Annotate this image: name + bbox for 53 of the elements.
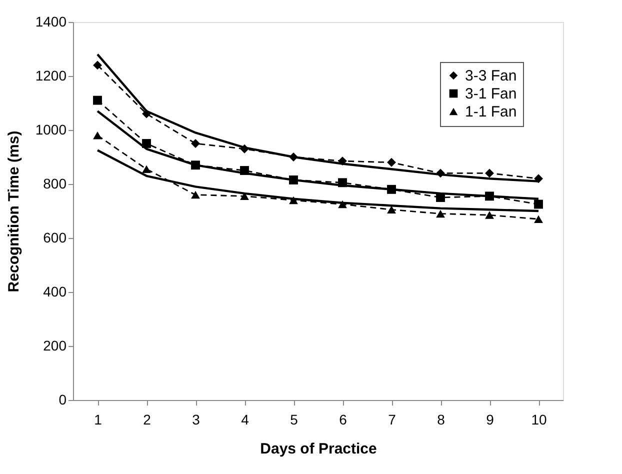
point bbox=[338, 178, 347, 188]
point bbox=[142, 139, 151, 148]
x-tick-label: 5 bbox=[290, 412, 298, 428]
point bbox=[387, 206, 396, 214]
point bbox=[436, 193, 445, 202]
point bbox=[240, 192, 249, 200]
point bbox=[191, 190, 200, 199]
y-tick-label: 400 bbox=[43, 284, 67, 300]
point bbox=[240, 144, 249, 154]
point bbox=[93, 60, 102, 70]
y-axis-title: Recognition Time (ms) bbox=[5, 130, 22, 292]
x-tick-label: 7 bbox=[388, 412, 396, 428]
x-tick-label: 1 bbox=[94, 412, 102, 428]
x-tick-label: 3 bbox=[192, 412, 200, 428]
y-tick-label: 1400 bbox=[35, 14, 67, 30]
legend-label: 3-3 Fan bbox=[465, 68, 517, 84]
y-tick-label: 200 bbox=[43, 338, 67, 354]
legend-label: 1-1 Fan bbox=[465, 104, 517, 120]
x-tick-label: 8 bbox=[437, 412, 446, 428]
point bbox=[338, 156, 347, 166]
point bbox=[142, 109, 151, 118]
point bbox=[485, 168, 494, 178]
point bbox=[534, 215, 543, 223]
point bbox=[485, 192, 494, 201]
x-tick-label: 6 bbox=[339, 412, 348, 428]
point bbox=[289, 196, 298, 204]
y-tick-label: 800 bbox=[43, 176, 67, 192]
point bbox=[191, 139, 200, 148]
y-tick-label: 1000 bbox=[35, 122, 67, 138]
x-axis-title: Days of Practice bbox=[260, 440, 377, 458]
point bbox=[93, 96, 102, 105]
point bbox=[191, 160, 200, 170]
point bbox=[93, 132, 102, 140]
point bbox=[485, 211, 494, 219]
point bbox=[387, 158, 396, 167]
point bbox=[338, 200, 347, 208]
legend-label: 3-1 Fan bbox=[465, 86, 517, 102]
point bbox=[534, 174, 543, 184]
y-tick-label: 0 bbox=[58, 392, 67, 408]
y-tick-label: 1200 bbox=[35, 68, 67, 84]
x-tick-label: 9 bbox=[486, 412, 494, 428]
point bbox=[289, 175, 298, 184]
point bbox=[289, 152, 298, 162]
point bbox=[387, 184, 396, 194]
point bbox=[142, 165, 151, 174]
x-tick-label: 10 bbox=[531, 412, 547, 428]
x-tick-label: 4 bbox=[241, 412, 250, 428]
point bbox=[534, 200, 543, 209]
point bbox=[436, 168, 445, 178]
point bbox=[436, 210, 445, 218]
x-tick-label: 2 bbox=[143, 412, 152, 428]
point bbox=[240, 166, 249, 175]
y-tick-label: 600 bbox=[43, 230, 67, 246]
